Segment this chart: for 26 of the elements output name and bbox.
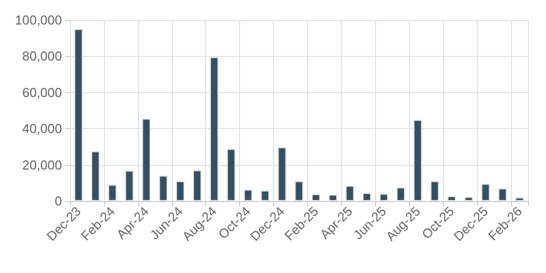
- bar: [396, 187, 406, 201]
- bar: [125, 170, 134, 201]
- bar: [244, 190, 252, 201]
- bar: [346, 186, 354, 201]
- bar: [515, 197, 524, 201]
- bar: [260, 190, 270, 201]
- bar: [159, 176, 168, 201]
- bar: [447, 196, 456, 201]
- bar: [312, 194, 320, 201]
- y-tick-label: 20,000: [22, 157, 62, 172]
- bar: [108, 184, 117, 201]
- bar: [430, 181, 439, 201]
- bar: [328, 194, 338, 201]
- y-tick-label: 80,000: [22, 48, 62, 64]
- y-tick-label: 60,000: [22, 84, 62, 100]
- y-tick-label: 40,000: [22, 121, 62, 136]
- bar: [362, 193, 372, 201]
- bar: [380, 194, 388, 201]
- bar: [192, 170, 202, 201]
- bar: [464, 196, 473, 201]
- bar: [294, 181, 304, 201]
- bar: [481, 184, 490, 201]
- y-tick-label: 0: [54, 194, 62, 208]
- bar: [498, 188, 507, 201]
- bar: [176, 181, 184, 201]
- y-tick-label: 100,000: [15, 12, 62, 28]
